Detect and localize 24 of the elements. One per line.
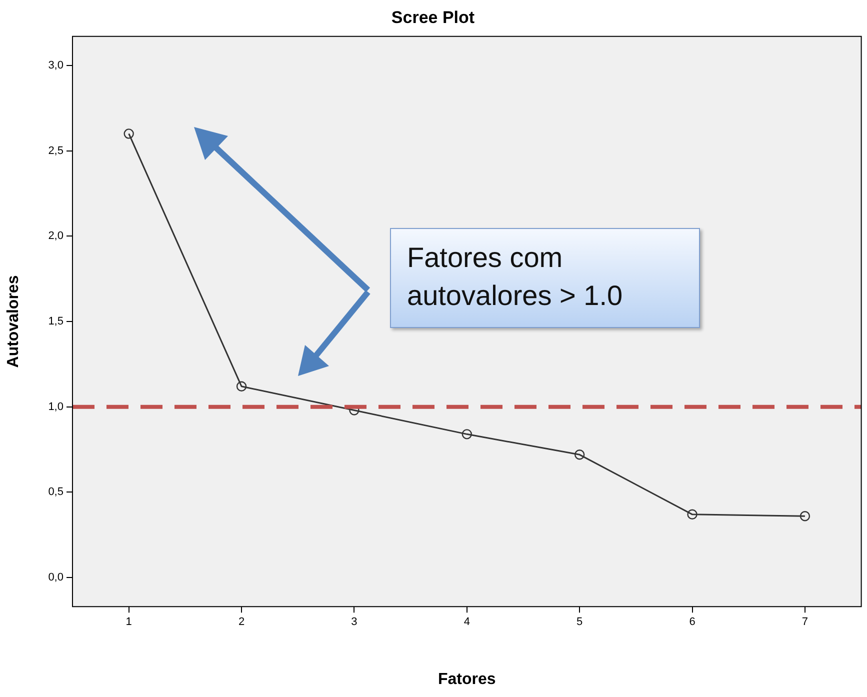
x-axis-title: Fatores	[438, 670, 496, 688]
callout-box: Fatores com autovalores > 1.0	[390, 228, 700, 328]
point	[124, 128, 134, 139]
y-axis-title: Autovalores	[5, 275, 22, 368]
y-tick-label: 3,0	[48, 59, 64, 72]
y-tick-label: 2,5	[48, 144, 64, 157]
point	[236, 381, 247, 392]
x-tick-label: 1	[126, 616, 132, 628]
chart-title: Scree Plot	[391, 8, 475, 27]
point	[687, 509, 698, 520]
y-tick-label: 0,0	[48, 572, 64, 584]
x-tick-label: 3	[351, 616, 358, 628]
x-tick-label: 7	[802, 616, 808, 628]
x-tick-label: 6	[689, 616, 696, 628]
x-tick-label: 2	[238, 616, 245, 628]
y-tick-label: 2,0	[48, 230, 64, 242]
point	[574, 450, 585, 460]
point	[462, 429, 472, 440]
x-tick-label: 4	[464, 616, 470, 628]
y-tick-label: 0,5	[48, 486, 64, 498]
point	[800, 511, 810, 522]
y-tick-label: 1,5	[48, 316, 64, 328]
y-tick-label: 1,0	[48, 400, 64, 413]
x-tick-label: 5	[576, 616, 583, 628]
